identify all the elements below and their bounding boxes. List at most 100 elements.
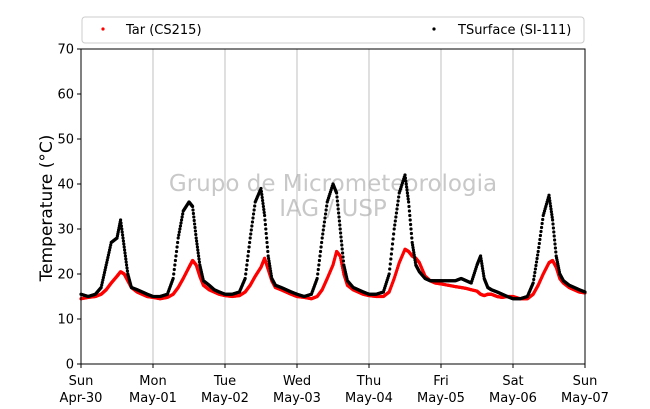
- data-point: [335, 199, 339, 203]
- data-point: [119, 221, 123, 225]
- data-point: [262, 210, 266, 215]
- data-point: [338, 223, 342, 227]
- data-point: [265, 245, 269, 249]
- data-point: [261, 201, 265, 206]
- data-point: [106, 253, 111, 257]
- data-point: [172, 272, 176, 276]
- data-point: [176, 240, 180, 245]
- data-point: [541, 217, 545, 222]
- y-tick-label: 10: [57, 313, 74, 328]
- data-point: [195, 245, 199, 249]
- data-point: [267, 256, 271, 261]
- x-tick-label-date: Apr-30: [60, 391, 103, 406]
- data-point: [394, 211, 399, 215]
- data-point: [403, 173, 407, 177]
- data-point: [102, 273, 106, 277]
- data-point: [247, 245, 251, 249]
- data-point: [553, 246, 558, 250]
- data-point: [337, 211, 341, 215]
- data-point: [197, 257, 201, 261]
- data-point: [119, 218, 123, 222]
- data-point: [335, 195, 339, 199]
- data-point: [550, 212, 554, 217]
- data-point: [174, 249, 179, 254]
- x-tick-label-date: May-07: [561, 391, 609, 406]
- data-point: [388, 267, 392, 271]
- data-point: [102, 270, 107, 275]
- data-point: [267, 259, 271, 263]
- data-point: [340, 243, 344, 247]
- data-point: [107, 248, 112, 252]
- data-point: [177, 230, 181, 234]
- legend-label-tar: Tar (CS215): [125, 23, 202, 38]
- data-point: [413, 258, 417, 262]
- data-point: [262, 207, 266, 212]
- data-point: [481, 266, 485, 271]
- y-tick-label: 30: [57, 223, 74, 238]
- data-point: [549, 207, 553, 211]
- data-point: [100, 280, 104, 285]
- data-point: [197, 260, 201, 264]
- data-point: [405, 188, 409, 192]
- data-point: [547, 196, 552, 200]
- data-point: [195, 239, 199, 243]
- data-point: [252, 208, 256, 212]
- data-point: [533, 267, 538, 271]
- data-point: [245, 258, 249, 263]
- data-point: [322, 224, 326, 228]
- data-point: [196, 248, 200, 252]
- x-tick-label-date: May-03: [273, 391, 321, 406]
- data-point: [264, 227, 268, 231]
- data-point: [179, 218, 184, 222]
- data-point: [191, 208, 195, 212]
- data-point: [193, 229, 197, 233]
- data-point: [193, 225, 197, 230]
- data-point: [197, 254, 201, 258]
- x-tick-label-day: Mon: [139, 374, 166, 389]
- data-point: [244, 267, 248, 272]
- data-point: [407, 204, 411, 209]
- data-point: [532, 277, 536, 282]
- data-point: [339, 239, 343, 243]
- data-point: [392, 227, 396, 231]
- data-point: [393, 219, 397, 223]
- data-point: [172, 267, 176, 272]
- data-point: [549, 204, 553, 208]
- data-point: [407, 209, 411, 213]
- data-point: [101, 275, 105, 280]
- data-point: [395, 203, 400, 207]
- data-point: [551, 218, 555, 222]
- y-tick-label: 70: [57, 43, 74, 58]
- data-point: [479, 259, 483, 263]
- data-point: [266, 254, 270, 258]
- data-point: [317, 258, 321, 263]
- data-point: [269, 271, 273, 276]
- data-point: [178, 224, 183, 228]
- data-point: [413, 255, 417, 260]
- data-point: [316, 272, 320, 276]
- data-point: [315, 276, 319, 281]
- data-point: [124, 257, 128, 261]
- data-point: [323, 216, 327, 220]
- data-point: [261, 204, 265, 209]
- data-point: [410, 240, 414, 245]
- data-point: [322, 220, 327, 224]
- data-point: [551, 226, 556, 230]
- data-point: [537, 245, 541, 250]
- series-layer: [79, 173, 587, 301]
- data-point: [340, 247, 344, 251]
- data-point: [248, 240, 252, 245]
- data-point: [552, 230, 556, 234]
- data-point: [196, 251, 200, 255]
- data-point: [269, 274, 273, 278]
- data-point: [250, 224, 254, 228]
- x-tick-label-date: May-05: [417, 391, 465, 406]
- legend-label-tsurface: TSurface (SI-111): [457, 23, 571, 38]
- data-point: [536, 249, 540, 254]
- data-point: [263, 222, 267, 227]
- data-point: [336, 203, 340, 207]
- data-point: [249, 228, 253, 232]
- data-point: [389, 257, 393, 261]
- data-point: [316, 267, 320, 272]
- data-point: [124, 260, 128, 264]
